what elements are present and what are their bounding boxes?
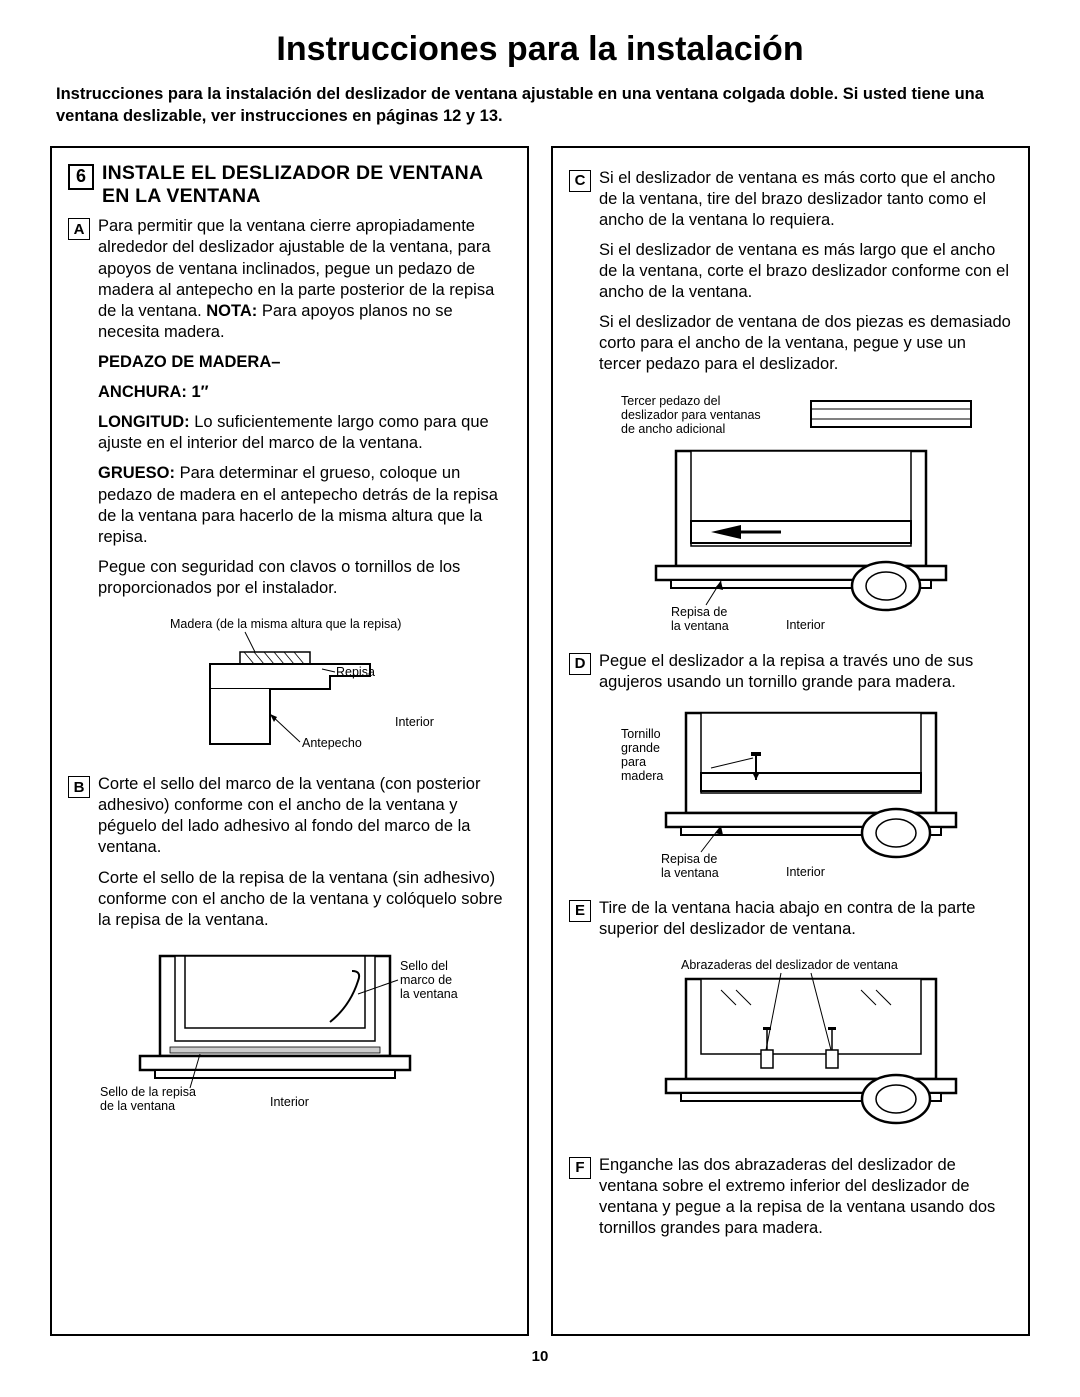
fig-c-tercer-2: deslizador para ventanas	[621, 408, 761, 422]
fig-b-sello-marco-2: marco de	[400, 973, 452, 987]
columns-container: 6 INSTALE EL DESLIZADOR DE VENTANA EN LA…	[50, 146, 1030, 1336]
step-b: B Corte el sello del marco de la ventana…	[68, 774, 511, 940]
fig-d-tornillo-2: grande	[621, 741, 660, 755]
step-letter-b: B	[68, 776, 90, 798]
fig-d-tornillo-4: madera	[621, 769, 663, 783]
page-subtitle: Instrucciones para la instalación del de…	[50, 83, 1030, 128]
step-e-body: Tire de la ventana hacia abajo en contra…	[599, 898, 1012, 949]
step-b-p1: Corte el sello del marco de la ventana (…	[98, 774, 511, 858]
step-b-p2: Corte el sello de la repisa de la ventan…	[98, 868, 511, 931]
step-a-nota: NOTA:	[206, 302, 257, 320]
long-label: LONGITUD:	[98, 413, 190, 431]
fig-a-top-label: Madera (de la misma altura que la repisa…	[170, 617, 401, 631]
fig-c-repisa-1: Repisa de	[671, 605, 727, 619]
fig-c-repisa-2: la ventana	[671, 619, 729, 633]
fig-d-interior: Interior	[786, 865, 825, 879]
step-a: A Para permitir que la ventana cierre ap…	[68, 216, 511, 608]
step-c-body: Si el deslizador de ventana es más corto…	[599, 168, 1012, 385]
step-f-p1: Enganche las dos abrazaderas del desliza…	[599, 1155, 1012, 1239]
fig-b-sello-marco-3: la ventana	[400, 987, 458, 1001]
section-header: 6 INSTALE EL DESLIZADOR DE VENTANA EN LA…	[68, 162, 511, 209]
fig-d-repisa-2: la ventana	[661, 866, 719, 880]
fig-b-sello-marco-1: Sello del	[400, 959, 448, 973]
fig-a-interior: Interior	[395, 715, 434, 729]
fig-b-sello-repisa-1: Sello de la repisa	[100, 1085, 196, 1099]
step-letter-e: E	[569, 900, 591, 922]
step-a-body: Para permitir que la ventana cierre apro…	[98, 216, 511, 608]
step-d-body: Pegue el deslizador a la repisa a través…	[599, 651, 1012, 702]
fig-d-tornillo-3: para	[621, 755, 646, 769]
page-title: Instrucciones para la instalación	[50, 30, 1030, 69]
step-c: C Si el deslizador de ventana es más cor…	[569, 168, 1012, 385]
fig-e-abraz: Abrazaderas del deslizador de ventana	[681, 958, 898, 972]
step-e: E Tire de la ventana hacia abajo en cont…	[569, 898, 1012, 949]
step-a-last: Pegue con seguridad con clavos o tornill…	[98, 557, 511, 599]
fig-c-interior: Interior	[786, 618, 825, 632]
step-c-p2: Si el deslizador de ventana es más largo…	[599, 240, 1012, 303]
step-d-p1: Pegue el deslizador a la repisa a través…	[599, 651, 1012, 693]
fig-b-sello-repisa-2: de la ventana	[100, 1099, 175, 1113]
right-column: C Si el deslizador de ventana es más cor…	[551, 146, 1030, 1336]
step-letter-f: F	[569, 1157, 591, 1179]
step-e-p1: Tire de la ventana hacia abajo en contra…	[599, 898, 1012, 940]
fig-b-interior: Interior	[270, 1095, 309, 1109]
figure-d: Tornillo grande para madera Repisa de la…	[569, 708, 1012, 888]
figure-c: Tercer pedazo del deslizador para ventan…	[569, 391, 1012, 641]
grueso-label: GRUESO:	[98, 464, 175, 482]
step-letter-c: C	[569, 170, 591, 192]
figure-a: Madera (de la misma altura que la repisa…	[68, 614, 511, 764]
wood-label1: PEDAZO DE MADERA–	[98, 352, 511, 373]
fig-d-tornillo-1: Tornillo	[621, 727, 661, 741]
fig-c-tercer-3: de ancho adicional	[621, 422, 725, 436]
figure-b: Sello del marco de la ventana Sello de l…	[68, 946, 511, 1116]
page-number: 10	[50, 1348, 1030, 1365]
step-c-p1: Si el deslizador de ventana es más corto…	[599, 168, 1012, 231]
step-letter-a: A	[68, 218, 90, 240]
fig-c-tercer-1: Tercer pedazo del	[621, 394, 720, 408]
section-number-box: 6	[68, 164, 94, 190]
section-title: INSTALE EL DESLIZADOR DE VENTANA EN LA V…	[102, 162, 511, 209]
left-column: 6 INSTALE EL DESLIZADOR DE VENTANA EN LA…	[50, 146, 529, 1336]
step-b-body: Corte el sello del marco de la ventana (…	[98, 774, 511, 940]
fig-d-repisa-1: Repisa de	[661, 852, 717, 866]
fig-a-antepecho: Antepecho	[302, 736, 362, 750]
step-f: F Enganche las dos abrazaderas del desli…	[569, 1155, 1012, 1248]
step-c-p3: Si el deslizador de ventana de dos pieza…	[599, 312, 1012, 375]
fig-a-repisa: Repisa	[336, 665, 375, 679]
step-d: D Pegue el deslizador a la repisa a trav…	[569, 651, 1012, 702]
step-letter-d: D	[569, 653, 591, 675]
wood-label2: ANCHURA: 1″	[98, 382, 511, 403]
figure-e: Abrazaderas del deslizador de ventana	[569, 955, 1012, 1145]
step-f-body: Enganche las dos abrazaderas del desliza…	[599, 1155, 1012, 1248]
